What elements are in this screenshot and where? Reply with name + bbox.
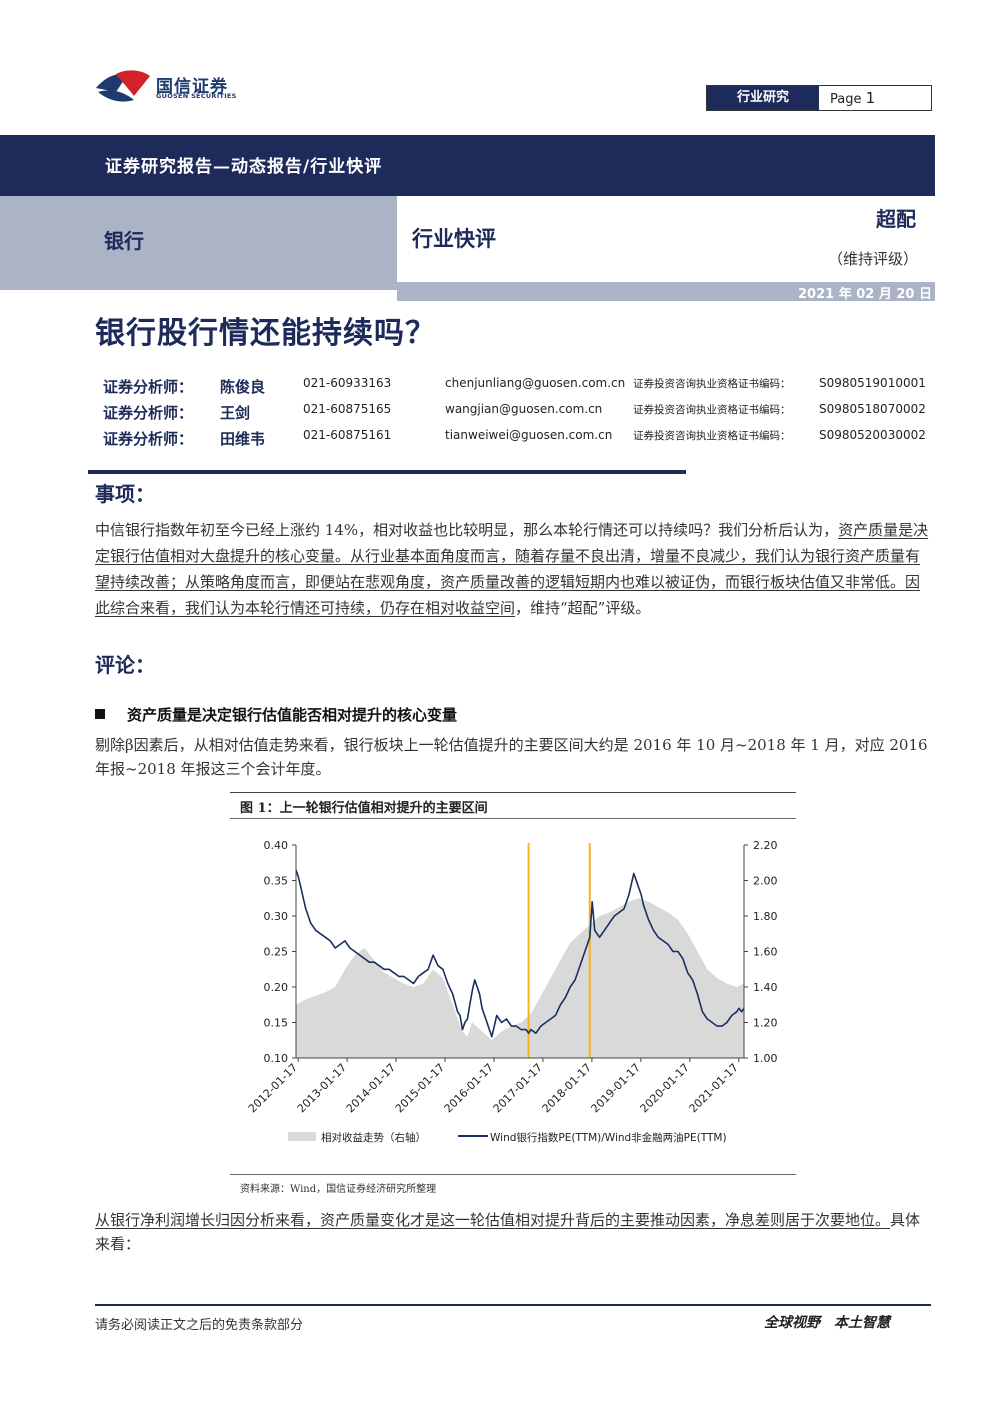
analyst-name: 陈俊良: [220, 378, 266, 396]
sector-name: 银行: [104, 229, 144, 253]
x-tick-label: 2020-01-17: [638, 1061, 692, 1115]
x-tick-label: 2014-01-17: [344, 1061, 398, 1115]
date-bar: [397, 282, 935, 301]
pe-ratio-line: [295, 869, 745, 1038]
logo-name: 国信证券: [156, 77, 228, 97]
rating-note: （维持评级）: [828, 250, 919, 268]
x-tick-label: 2021-01-17: [687, 1061, 741, 1115]
section-divider: [88, 470, 686, 474]
figure-bottom-rule: [230, 1174, 796, 1175]
report-series-band: [0, 135, 935, 196]
x-tick-label: 2013-01-17: [295, 1061, 349, 1115]
section-tag: 行业研究: [707, 86, 819, 110]
analyst-name: 田维韦: [220, 430, 266, 448]
chart-legend: 相对收益走势（右轴） Wind银行指数PE(TTM)/Wind非金融两油PE(TT…: [288, 1131, 727, 1144]
comment-paragraph: 剔除β因素后，从相对估值走势来看，银行板块上一轮估值提升的主要区间大约是 201…: [95, 736, 928, 778]
x-tick-label: 2016-01-17: [442, 1061, 496, 1115]
analyst-cert: S0980519010001: [819, 376, 926, 390]
left-tick-label: 0.25: [264, 946, 289, 959]
analyst-phone: 021-60875161: [303, 428, 392, 442]
pe-ratio-line-path: [295, 869, 745, 1038]
comment-text-tail: 具体来看：: [95, 1211, 921, 1253]
bullet-heading: 资产质量是决定银行估值能否相对提升的核心变量: [95, 704, 457, 725]
analyst-row: 证券分析师： 田维韦 021-60875161 tianweiwei@guose…: [103, 428, 943, 448]
left-tick-label: 0.15: [264, 1017, 289, 1030]
x-tick-label: 2018-01-17: [540, 1061, 594, 1115]
analyst-phone: 021-60933163: [303, 376, 392, 390]
page-number: 1: [865, 89, 876, 107]
right-tick-label: 1.20: [753, 1017, 778, 1030]
analyst-email[interactable]: tianweiwei@guosen.com.cn: [445, 428, 613, 442]
valuation-chart: 0.40 0.35 0.30 0.25 0.20 0.15 0.10 2.20 2.00 1.80…: [246, 839, 778, 1144]
rating: 超配: [876, 207, 916, 231]
header-tag-box: [706, 85, 932, 111]
analyst-label: 证券分析师：: [103, 404, 194, 422]
analyst-email[interactable]: wangjian@guosen.com.cn: [445, 402, 603, 416]
bullet-heading-text: 资产质量是决定银行估值能否相对提升的核心变量: [127, 706, 458, 724]
matters-text-emphasis: 资产质量是决定银行估值相对大盘提升的核心变量。从行业基本面角度而言，随着存量不良…: [95, 521, 929, 617]
figure-title-rule: [230, 818, 796, 819]
left-tick-label: 0.20: [264, 981, 289, 994]
comment-text-emphasis: 从银行净利润增长归因分析来看，资产质量变化才是这一轮估值相对提升背后的主要推动因…: [95, 1211, 891, 1229]
legend-area-label: 相对收益走势（右轴）: [321, 1131, 426, 1144]
legend-line-label: Wind银行指数PE(TTM)/Wind非金融两油PE(TTM): [490, 1131, 727, 1144]
report-date: 2021 年 02 月 20 日: [798, 287, 932, 302]
left-tick-label: 0.35: [264, 875, 289, 888]
square-bullet-icon: [95, 709, 105, 719]
legend-area-swatch: [288, 1132, 316, 1141]
relative-return-area: [296, 898, 744, 1058]
right-tick-label: 1.00: [753, 1052, 778, 1065]
report-series: 证券研究报告—动态报告/行业快评: [105, 157, 383, 177]
analyst-label: 证券分析师：: [103, 378, 194, 396]
figure-top-rule: [230, 792, 796, 793]
analyst-cert-label: 证券投资咨询执业资格证书编码：: [633, 404, 791, 416]
analyst-email[interactable]: chenjunliang@guosen.com.cn: [445, 376, 626, 390]
comment-paragraph-2: 从银行净利润增长归因分析来看，资产质量变化才是这一轮估值相对提升背后的主要推动因…: [95, 1208, 931, 1256]
footer-slogan: 全球视野 本土智慧: [764, 1315, 890, 1331]
highlight-markers: [527, 843, 591, 1058]
analyst-cert: S0980518070002: [819, 402, 926, 416]
report-type: 行业快评: [412, 226, 496, 251]
analyst-label: 证券分析师：: [103, 430, 194, 448]
matters-heading: 事项：: [95, 482, 155, 506]
sector-band: [0, 196, 397, 290]
footer-rule: [95, 1304, 931, 1306]
right-tick-label: 1.40: [753, 981, 778, 994]
page-indicator: Page 1: [830, 86, 875, 112]
figure-source: 资料来源：Wind，国信证券经济研究所整理: [240, 1184, 437, 1195]
matters-paragraph: 中信银行指数年初至今已经上涨约 14%，相对收益也比较明显，那么本轮行情还可以持…: [95, 517, 931, 621]
matters-text: 中信银行指数年初至今已经上涨约 14%，相对收益也比较明显，那么本轮行情还可以持…: [95, 521, 839, 539]
analyst-cert-label: 证券投资咨询执业资格证书编码：: [633, 430, 791, 442]
analyst-name: 王剑: [220, 404, 251, 422]
x-tick-label: 2012-01-17: [246, 1061, 300, 1115]
analyst-row: 证券分析师： 陈俊良 021-60933163 chenjunliang@guo…: [103, 376, 943, 396]
left-tick-label: 0.40: [264, 839, 289, 852]
logo-name-en: GUOSEN SECURITIES: [156, 92, 237, 100]
figure-title: 图 1：上一轮银行估值相对提升的主要区间: [240, 801, 488, 816]
left-tick-label: 0.30: [264, 910, 289, 923]
guosen-logo-icon: [96, 70, 150, 102]
right-tick-label: 2.00: [753, 875, 778, 888]
page-label: Page: [830, 92, 862, 107]
relative-return-area-shape: [296, 898, 744, 1058]
x-tick-label: 2017-01-17: [491, 1061, 545, 1115]
page-title: 银行股行情还能持续吗？: [95, 316, 436, 351]
analyst-phone: 021-60875165: [303, 402, 392, 416]
analyst-cert-label: 证券投资咨询执业资格证书编码：: [633, 378, 791, 390]
right-tick-label: 2.20: [753, 839, 778, 852]
right-tick-label: 1.60: [753, 946, 778, 959]
right-tick-label: 1.80: [753, 910, 778, 923]
x-tick-label: 2019-01-17: [589, 1061, 643, 1115]
footer-disclaimer: 请务必阅读正文之后的免责条款部分: [95, 1318, 304, 1333]
analyst-row: 证券分析师： 王剑 021-60875165 wangjian@guosen.c…: [103, 402, 943, 422]
comment-heading: 评论：: [95, 653, 155, 677]
analyst-cert: S0980520030002: [819, 428, 926, 442]
x-tick-label: 2015-01-17: [393, 1061, 447, 1115]
matters-text-tail: ，维持“超配”评级。: [515, 599, 651, 617]
left-tick-label: 0.10: [264, 1052, 289, 1065]
